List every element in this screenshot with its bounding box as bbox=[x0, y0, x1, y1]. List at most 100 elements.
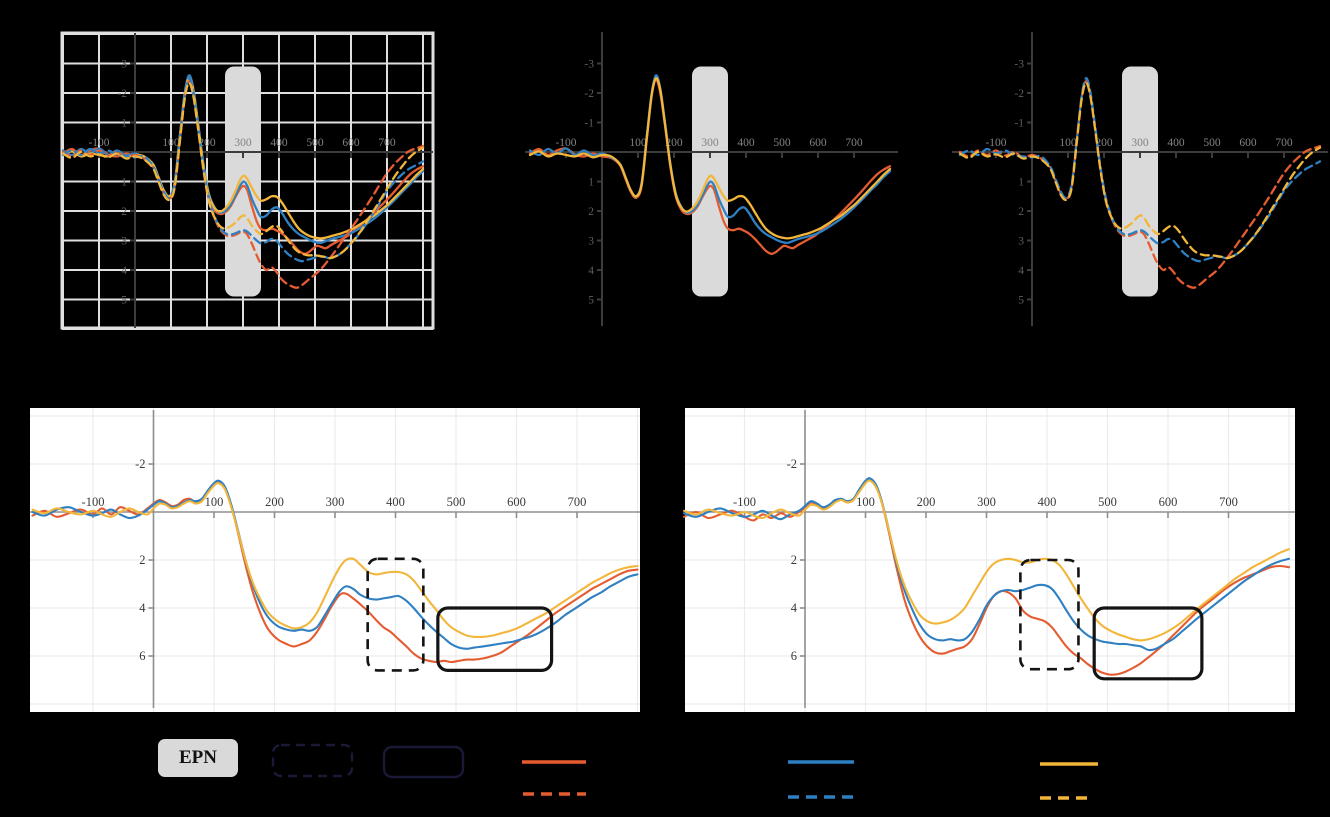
svg-text:700: 700 bbox=[1275, 137, 1293, 149]
svg-text:3: 3 bbox=[121, 236, 127, 248]
svg-text:5: 5 bbox=[588, 295, 594, 307]
svg-text:-100: -100 bbox=[733, 495, 756, 509]
svg-text:2: 2 bbox=[791, 553, 797, 567]
svg-text:200: 200 bbox=[665, 137, 683, 149]
svg-text:100: 100 bbox=[162, 137, 180, 149]
svg-text:4: 4 bbox=[121, 265, 127, 277]
svg-text:2: 2 bbox=[588, 206, 594, 218]
erp-curve-blue_dashed bbox=[61, 77, 425, 263]
annotation-solid-window bbox=[1092, 606, 1204, 681]
svg-text:700: 700 bbox=[845, 137, 863, 149]
svg-text:400: 400 bbox=[270, 137, 288, 149]
svg-text:2: 2 bbox=[1018, 206, 1024, 218]
svg-text:6: 6 bbox=[139, 649, 145, 663]
tick-labels: -100 100 200 300 400 500 600 700 -3 -2 -1 1 2 3 4 5 bbox=[88, 59, 395, 307]
tick-labels: -100 100 200 300 400 500 600 700 -3 -2 -1 1 2 3 4 5 bbox=[555, 59, 862, 307]
svg-text:600: 600 bbox=[809, 137, 827, 149]
svg-text:-2: -2 bbox=[117, 88, 127, 100]
erp-curve-yellow_solid bbox=[528, 77, 892, 240]
erp-panel-top-left: -100 100 200 300 400 500 600 700 -3 -2 -1 1 2 3 4 5 bbox=[60, 31, 435, 330]
svg-text:200: 200 bbox=[917, 495, 936, 509]
svg-text:300: 300 bbox=[1131, 137, 1149, 149]
svg-text:-1: -1 bbox=[584, 118, 594, 130]
svg-text:200: 200 bbox=[1095, 137, 1113, 149]
svg-text:-3: -3 bbox=[584, 59, 594, 71]
svg-text:300: 300 bbox=[701, 137, 719, 149]
svg-text:5: 5 bbox=[1018, 295, 1024, 307]
svg-text:500: 500 bbox=[306, 137, 324, 149]
svg-text:700: 700 bbox=[568, 495, 587, 509]
svg-text:400: 400 bbox=[386, 495, 405, 509]
svg-text:1: 1 bbox=[1018, 177, 1024, 189]
epn-label: EPN bbox=[179, 747, 217, 768]
erp-curve-blue_dashed bbox=[958, 77, 1322, 263]
erp-panel-top-middle: -100 100 200 300 400 500 600 700 -3 -2 -1 1 2 3 4 5 bbox=[525, 32, 898, 326]
svg-text:-2: -2 bbox=[787, 457, 797, 471]
erp-curve-ocd_yellow bbox=[31, 482, 639, 638]
svg-text:-2: -2 bbox=[584, 88, 594, 100]
svg-text:300: 300 bbox=[326, 495, 345, 509]
erp-panel-top-right: -100 100 200 300 400 500 600 700 -3 -2 -1 1 2 3 4 5 bbox=[952, 32, 1328, 326]
svg-text:100: 100 bbox=[205, 495, 224, 509]
svg-text:600: 600 bbox=[1239, 137, 1257, 149]
erp-curve-orange_dashed bbox=[958, 80, 1322, 289]
svg-text:2: 2 bbox=[139, 553, 145, 567]
svg-text:-1: -1 bbox=[1014, 118, 1024, 130]
erp-curve-orange_dashed bbox=[61, 80, 425, 289]
svg-text:100: 100 bbox=[629, 137, 647, 149]
svg-text:-3: -3 bbox=[117, 59, 127, 71]
erp-curve-hc_yellow bbox=[682, 479, 1291, 642]
legend-dashed-box bbox=[271, 743, 354, 778]
svg-text:1: 1 bbox=[588, 177, 594, 189]
svg-text:100: 100 bbox=[856, 495, 875, 509]
svg-text:400: 400 bbox=[737, 137, 755, 149]
erp-curve-yellow_dashed bbox=[958, 81, 1322, 260]
svg-text:600: 600 bbox=[342, 137, 360, 149]
svg-text:-2: -2 bbox=[135, 457, 145, 471]
erp-curve-hc_orange bbox=[682, 478, 1291, 676]
tick-labels: -100 100 200 300 400 500 600 700 -2 2 4 6 bbox=[82, 457, 587, 663]
erp-panel-bottom-right: -100 100 200 300 400 500 600 700 -2 2 4 6 bbox=[682, 408, 1295, 712]
svg-text:400: 400 bbox=[1038, 495, 1057, 509]
svg-text:4: 4 bbox=[139, 601, 146, 615]
annotation-dashed-window bbox=[1019, 558, 1080, 671]
erp-curve-ocd_blue bbox=[31, 479, 639, 650]
erp-curve-yellow_dashed bbox=[61, 81, 425, 260]
legend-solid-box bbox=[382, 745, 465, 779]
svg-text:4: 4 bbox=[588, 265, 594, 277]
svg-text:700: 700 bbox=[1219, 495, 1238, 509]
erp-curve-hc_blue bbox=[682, 477, 1291, 652]
svg-text:5: 5 bbox=[121, 295, 127, 307]
svg-text:400: 400 bbox=[1167, 137, 1185, 149]
svg-text:4: 4 bbox=[1018, 265, 1024, 277]
svg-text:-3: -3 bbox=[1014, 59, 1024, 71]
svg-text:200: 200 bbox=[265, 495, 284, 509]
erp-panel-bottom-left: -100 100 200 300 400 500 600 700 -2 2 4 6 bbox=[30, 408, 640, 712]
svg-text:-100: -100 bbox=[555, 137, 576, 149]
svg-text:100: 100 bbox=[1059, 137, 1077, 149]
svg-text:-1: -1 bbox=[117, 118, 127, 130]
epn-band bbox=[1122, 66, 1158, 297]
svg-text:500: 500 bbox=[773, 137, 791, 149]
epn-badge: EPN bbox=[158, 739, 238, 777]
axes bbox=[952, 32, 1328, 326]
svg-text:3: 3 bbox=[588, 236, 594, 248]
legend-row bbox=[271, 743, 1098, 800]
svg-text:200: 200 bbox=[198, 137, 216, 149]
svg-text:-100: -100 bbox=[88, 137, 109, 149]
svg-text:700: 700 bbox=[378, 137, 396, 149]
svg-text:600: 600 bbox=[507, 495, 526, 509]
svg-text:-100: -100 bbox=[82, 495, 105, 509]
svg-text:3: 3 bbox=[1018, 236, 1024, 248]
tick-labels: -100 100 200 300 400 500 600 700 -2 2 4 6 bbox=[733, 457, 1238, 663]
svg-text:300: 300 bbox=[977, 495, 996, 509]
svg-text:500: 500 bbox=[447, 495, 466, 509]
plot-box-border bbox=[60, 31, 435, 330]
svg-text:-100: -100 bbox=[985, 137, 1006, 149]
svg-text:600: 600 bbox=[1159, 495, 1178, 509]
svg-text:500: 500 bbox=[1203, 137, 1221, 149]
svg-text:4: 4 bbox=[791, 601, 798, 615]
svg-text:2: 2 bbox=[121, 206, 127, 218]
svg-text:-2: -2 bbox=[1014, 88, 1024, 100]
svg-text:6: 6 bbox=[791, 649, 797, 663]
